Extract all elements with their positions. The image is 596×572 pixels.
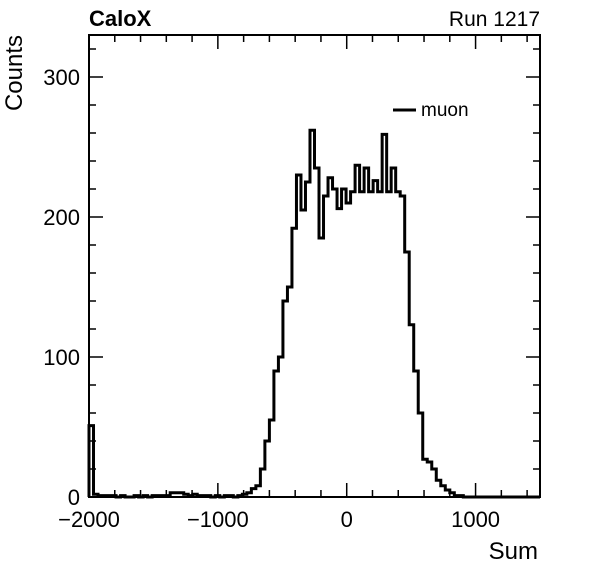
x-tick-label: −2000 — [58, 507, 120, 532]
x-tick-label: 0 — [341, 507, 353, 532]
legend: muon — [393, 100, 469, 121]
y-tick-label: 300 — [43, 65, 80, 90]
y-tick-label: 200 — [43, 205, 80, 230]
plot-frame — [88, 34, 541, 498]
x-tick-label: −1000 — [187, 507, 249, 532]
x-axis-title: Sum — [489, 538, 538, 565]
y-axis-title: Counts — [1, 35, 28, 111]
axis-ticks — [88, 35, 540, 498]
chart-header-right: Run 1217 — [449, 8, 540, 31]
axis-tick-labels: −2000 −1000 0 1000 0 100 200 300 — [43, 65, 500, 532]
histogram-series-muon — [87, 128, 540, 499]
y-tick-label: 0 — [68, 485, 80, 510]
chart-header-left: CaloX — [89, 6, 152, 31]
x-tick-label: 1000 — [451, 507, 500, 532]
y-tick-label: 100 — [43, 345, 80, 370]
legend-label-muon: muon — [421, 100, 469, 121]
